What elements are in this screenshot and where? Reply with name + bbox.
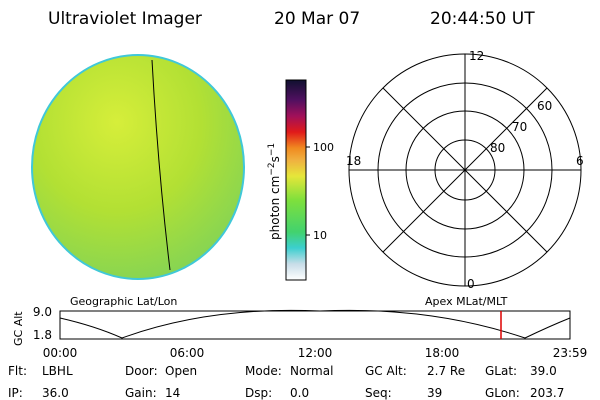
unit-part: −2 xyxy=(267,162,277,175)
date: 20 Mar 07 xyxy=(274,9,360,29)
unit-part: photon cm xyxy=(268,176,282,240)
info-label: Door: xyxy=(125,364,158,378)
info-label: Dsp: xyxy=(245,386,272,400)
info-label: IP: xyxy=(8,386,23,400)
polar-label: 70 xyxy=(512,120,527,134)
terminator-line xyxy=(151,59,171,271)
info-panel: Flt: LBHL Door: Open Mode: Normal GC Alt: 2.7 R… xyxy=(8,364,564,400)
info-label: GC Alt: xyxy=(365,364,407,378)
timeline-x-label: 18:00 xyxy=(425,346,460,360)
unit-part: s xyxy=(268,156,282,162)
time: 20:44:50 UT xyxy=(430,9,535,29)
polar-label: 60 xyxy=(537,99,552,113)
auroral-image xyxy=(31,54,245,280)
polar-label: 0 xyxy=(467,277,475,291)
info-value: Normal xyxy=(290,364,333,378)
info-value: 203.7 xyxy=(530,386,564,400)
info-value: 2.7 Re xyxy=(427,364,465,378)
colorbar-unit: photon cm−2s−1 xyxy=(267,143,282,240)
timeline-box xyxy=(59,310,571,340)
timeline-x-label: 00:00 xyxy=(43,346,78,360)
colorbar-label: 10 xyxy=(313,229,327,242)
info-label: Gain: xyxy=(125,386,157,400)
timeline-y-label: 9.0 xyxy=(33,305,52,319)
info-label: Flt: xyxy=(8,364,27,378)
timeline-title: Apex MLat/MLT xyxy=(425,295,508,308)
polar-label: 12 xyxy=(469,49,484,63)
polar-label: 6 xyxy=(576,154,584,168)
altitude-curve xyxy=(59,309,571,339)
colorbar xyxy=(285,79,307,281)
timeline-y-label: 1.8 xyxy=(33,328,52,342)
info-value: 0.0 xyxy=(290,386,309,400)
info-label: GLon: xyxy=(485,386,520,400)
title: Ultraviolet Imager xyxy=(48,9,202,29)
info-label: Seq: xyxy=(365,386,392,400)
info-value: Open xyxy=(165,364,197,378)
info-value: LBHL xyxy=(42,364,73,378)
info-value: 39 xyxy=(427,386,442,400)
info-value: 36.0 xyxy=(42,386,69,400)
unit-part: −1 xyxy=(267,143,277,156)
info-value: 14 xyxy=(165,386,180,400)
timeline-title: Geographic Lat/Lon xyxy=(70,295,177,308)
polar-label: 18 xyxy=(346,154,361,168)
timeline-x-label: 23:59 xyxy=(553,346,588,360)
colorbar-label: 100 xyxy=(313,141,334,154)
info-label: GLat: xyxy=(485,364,517,378)
polar-label: 80 xyxy=(490,141,505,155)
info-value: 39.0 xyxy=(530,364,557,378)
timeline-x-label: 12:00 xyxy=(298,346,333,360)
polar-grid xyxy=(348,53,582,287)
info-label: Mode: xyxy=(245,364,282,378)
timeline-axis-label: GC Alt xyxy=(12,311,25,346)
timeline-x-label: 06:00 xyxy=(170,346,205,360)
